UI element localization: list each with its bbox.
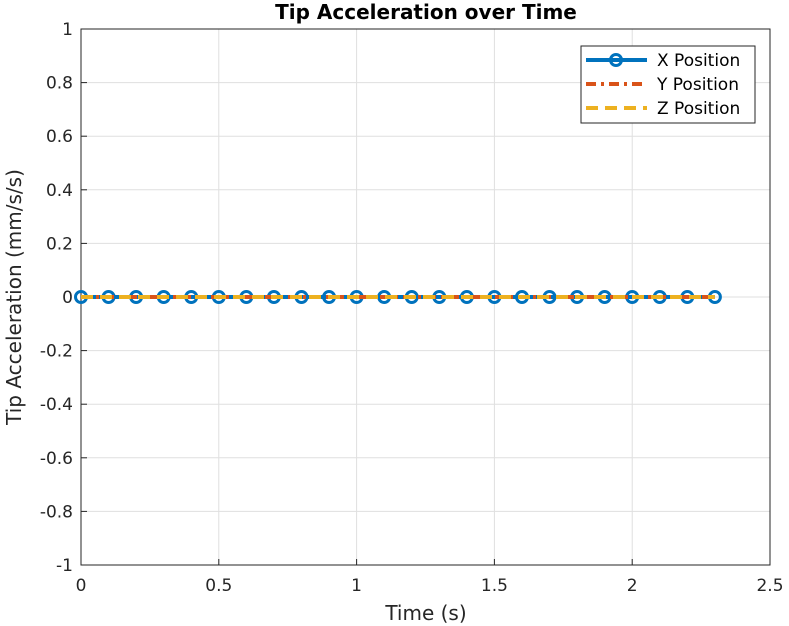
legend-marker (609, 53, 623, 67)
y-ticks: -1 -0.8 -0.6 -0.4 -0.2 0 0.2 0.4 0.6 0.8 1 (40, 20, 87, 576)
x-tick-label: 1 (351, 576, 362, 596)
x-tick-label: 2 (627, 576, 638, 596)
y-tick-label: -0.6 (40, 449, 73, 469)
y-tick-label: -1 (56, 556, 73, 576)
legend: X Position Y Position Z Position (580, 45, 756, 124)
legend-label-y-position: Y Position (656, 75, 739, 95)
legend-label-x-position: X Position (657, 51, 740, 71)
y-tick-label: 0.8 (46, 74, 73, 94)
x-tick-label: 0 (76, 576, 87, 596)
x-tick-label: 0.5 (205, 576, 232, 596)
y-tick-label: 0.2 (46, 234, 73, 254)
series-group (74, 290, 722, 304)
y-tick-label: 1 (62, 20, 73, 40)
y-tick-label: 0.4 (46, 181, 73, 201)
legend-label-z-position: Z Position (657, 99, 740, 119)
y-tick-label: 0.6 (46, 127, 73, 147)
y-tick-label: -0.4 (40, 395, 73, 415)
y-axis-label: Tip Acceleration (mm/s/s) (2, 169, 26, 426)
x-tick-label: 1.5 (481, 576, 508, 596)
y-tick-label: 0 (62, 288, 73, 308)
y-tick-label: -0.8 (40, 502, 73, 522)
y-tick-label: -0.2 (40, 342, 73, 362)
x-axis-label: Time (s) (384, 601, 466, 625)
x-ticks: 0 0.5 1 1.5 2 2.5 (76, 559, 784, 596)
chart-title: Tip Acceleration over Time (275, 0, 577, 24)
x-tick-label: 2.5 (756, 576, 783, 596)
